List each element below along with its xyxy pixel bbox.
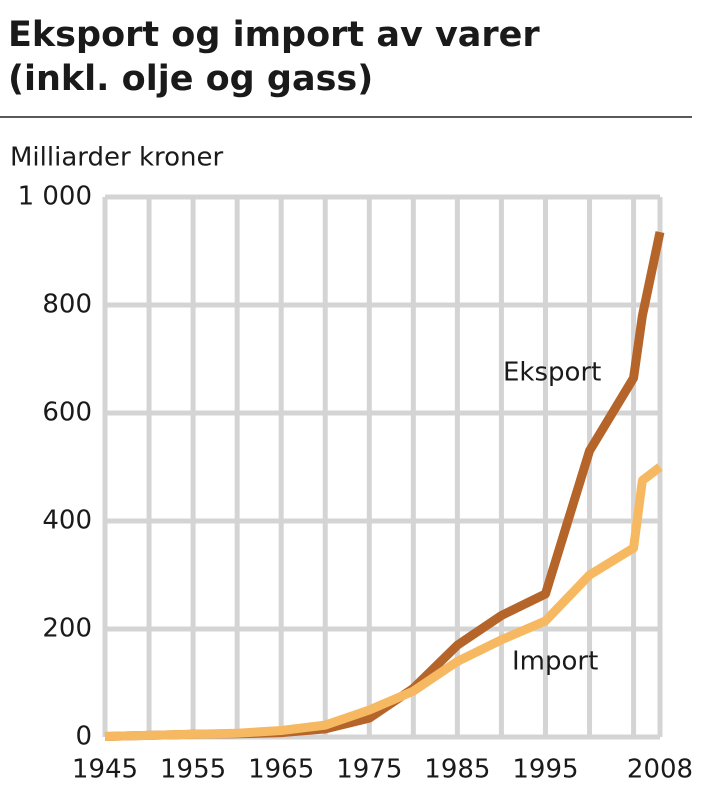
x-tick-label: 2008 [627,755,693,785]
y-tick-label: 0 [75,722,92,752]
x-tick-label: 1955 [160,755,226,785]
y-tick-label: 1 000 [18,182,92,212]
series-label: Import [512,647,598,677]
x-tick-label: 1945 [72,755,138,785]
y-axis-label: Milliarder kroner [10,143,224,173]
series-line [104,463,663,741]
y-tick-label: 400 [42,506,92,536]
chart-title: Eksport og import av varer [8,15,540,55]
x-tick-label: 1975 [336,755,402,785]
x-tick-label: 1995 [512,755,578,785]
series-label: Eksport [503,358,601,388]
chart-title: (inkl. olje og gass) [8,59,373,99]
y-tick-label: 200 [42,614,92,644]
x-tick-label: 1985 [424,755,490,785]
x-tick-label: 1965 [248,755,314,785]
y-tick-label: 600 [42,398,92,428]
y-tick-label: 800 [42,290,92,320]
